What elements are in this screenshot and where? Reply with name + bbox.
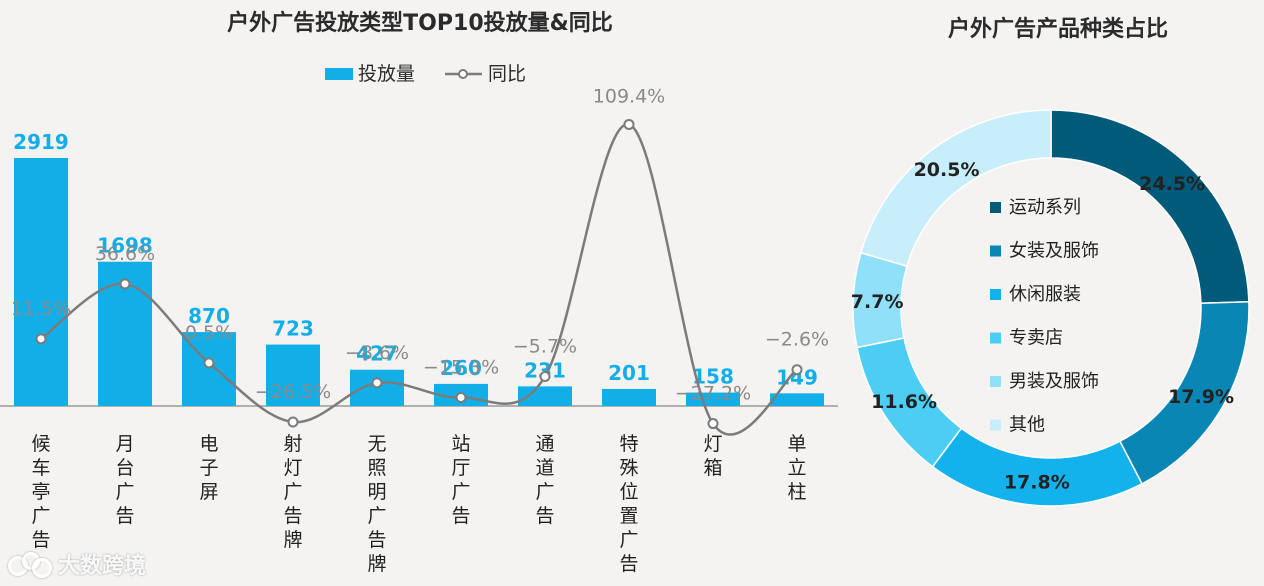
bar-chart-legend: 投放量 同比 bbox=[325, 63, 526, 85]
donut-legend-label: 休闲服装 bbox=[1009, 284, 1081, 305]
category-tick-label: 特殊位置广告 bbox=[619, 433, 638, 575]
bar-value-label: 723 bbox=[272, 317, 314, 341]
bar bbox=[518, 386, 572, 406]
watermark-text: 大数跨境 bbox=[58, 554, 147, 579]
yoy-value-label: −27.2% bbox=[675, 383, 751, 405]
watermark-logo-icon bbox=[8, 550, 52, 578]
bar bbox=[602, 388, 656, 406]
yoy-value-label: −2.6% bbox=[765, 329, 829, 351]
yoy-marker bbox=[119, 278, 131, 290]
bar bbox=[770, 393, 824, 406]
yoy-value-label: −5.7% bbox=[513, 335, 577, 357]
donut-chart-title: 户外广告产品种类占比 bbox=[948, 16, 1168, 42]
category-tick-label: 无照明广告牌 bbox=[367, 433, 386, 575]
bar bbox=[686, 392, 740, 406]
yoy-marker bbox=[539, 370, 551, 382]
category-tick-label: 站厅广告 bbox=[451, 433, 470, 527]
category-tick-label: 电子屏 bbox=[199, 433, 218, 503]
bar-value-label: 427 bbox=[356, 342, 398, 366]
legend-line-marker bbox=[458, 69, 468, 79]
donut-legend-swatch bbox=[990, 419, 1001, 431]
donut-slice-label: 17.8% bbox=[1004, 471, 1070, 493]
donut-legend-label: 其他 bbox=[1009, 415, 1045, 436]
yoy-marker bbox=[707, 418, 719, 430]
yoy-value-label: 36.6% bbox=[95, 243, 155, 265]
donut-legend-swatch bbox=[990, 332, 1001, 344]
yoy-marker bbox=[287, 416, 299, 428]
bar bbox=[14, 158, 68, 406]
yoy-line bbox=[40, 123, 798, 436]
donut-slice bbox=[931, 427, 1144, 507]
bar-value-label: 1698 bbox=[97, 234, 153, 258]
yoy-value-label: 109.4% bbox=[593, 85, 665, 107]
yoy-marker bbox=[371, 377, 383, 389]
donut-slice-label: 11.6% bbox=[871, 391, 937, 413]
donut-legend-label: 女装及服饰 bbox=[1009, 241, 1099, 262]
donut-plot: 24.5% 17.9% 17.8% 11.6% 7.7% 20.5% 运动系列女装及服饰休闲… bbox=[851, 109, 1250, 507]
yoy-marker bbox=[791, 364, 803, 376]
yoy-value-label: 11.5% bbox=[11, 298, 71, 320]
donut-legend-swatch bbox=[990, 202, 1001, 213]
category-tick-label: 月台广告 bbox=[115, 433, 134, 527]
watermark: 大数跨境 bbox=[8, 548, 146, 580]
donut-legend-label: 运动系列 bbox=[1009, 197, 1081, 218]
bar-value-label: 2919 bbox=[13, 130, 69, 154]
donut-legend-label: 专卖店 bbox=[1009, 328, 1063, 349]
bar-value-label: 201 bbox=[608, 361, 650, 385]
category-tick-label: 射灯广告牌 bbox=[283, 433, 302, 551]
yoy-marker bbox=[455, 392, 467, 404]
donut-slice-label: 7.7% bbox=[851, 291, 904, 313]
yoy-marker bbox=[35, 333, 47, 345]
yoy-marker bbox=[203, 357, 215, 369]
donut-legend-swatch bbox=[990, 376, 1001, 387]
yoy-value-label: −8.6% bbox=[345, 342, 409, 364]
category-tick-label: 灯箱 bbox=[703, 433, 722, 479]
donut-legend-label: 男装及服饰 bbox=[1009, 371, 1099, 392]
yoy-marker bbox=[623, 118, 635, 130]
bar bbox=[266, 344, 320, 406]
bar-value-label: 870 bbox=[188, 304, 230, 328]
legend-bar-swatch bbox=[325, 68, 353, 80]
bar-plot: 2919 候车亭广告 1698 月台广告 870 电子屏 723 射灯广告牌 427 无照明广告牌… bbox=[0, 85, 838, 575]
category-tick-label: 候车亭广告 bbox=[31, 433, 50, 551]
donut-legend-swatch bbox=[990, 245, 1001, 257]
bar-value-label: 260 bbox=[440, 356, 482, 380]
donut-slice-label: 17.9% bbox=[1168, 386, 1234, 408]
legend-bar-label: 投放量 bbox=[358, 63, 415, 85]
donut-slice-label: 20.5% bbox=[914, 159, 980, 181]
legend-line-label: 同比 bbox=[488, 63, 526, 85]
yoy-value-label: −26.5% bbox=[255, 381, 331, 403]
yoy-value-label: 0.5% bbox=[185, 322, 233, 344]
bar-chart-title: 户外广告投放类型TOP10投放量&同比 bbox=[227, 10, 613, 36]
yoy-value-label: −15.3% bbox=[423, 357, 499, 379]
donut-legend-swatch bbox=[990, 289, 1001, 300]
category-tick-label: 通道广告 bbox=[535, 433, 554, 527]
category-tick-label: 单立柱 bbox=[787, 433, 806, 503]
donut-slice bbox=[859, 109, 1052, 268]
donut-slice-label: 24.5% bbox=[1139, 173, 1205, 195]
